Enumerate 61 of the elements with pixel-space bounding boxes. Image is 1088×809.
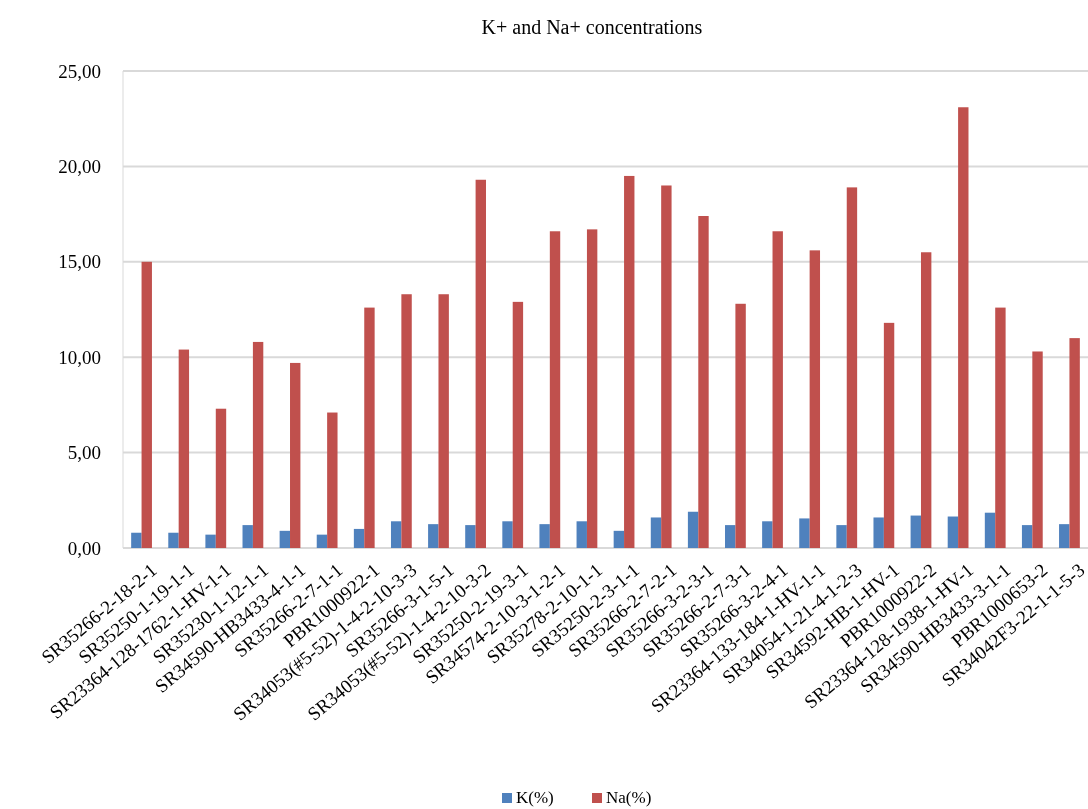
y-tick-label: 5,00 (67, 442, 101, 464)
bar (661, 185, 672, 548)
bar (178, 349, 190, 548)
bar (698, 216, 709, 548)
bar (984, 512, 996, 548)
legend-label: K(%) (516, 788, 554, 807)
bar (910, 515, 921, 548)
bar (1032, 351, 1043, 548)
bar (428, 524, 439, 548)
bar (958, 107, 969, 548)
bar (168, 532, 179, 548)
bar (576, 521, 587, 548)
bar (1069, 338, 1080, 548)
bar (762, 521, 773, 548)
y-tick-label: 15,00 (58, 251, 101, 273)
bar (327, 412, 338, 548)
bar (799, 518, 810, 548)
bar (995, 307, 1006, 548)
bar (205, 534, 216, 548)
bar (1059, 524, 1070, 548)
bar (252, 341, 264, 548)
chart-title: K+ and Na+ concentrations (481, 16, 703, 38)
bar (549, 231, 561, 548)
bar (401, 294, 412, 548)
legend-label: Na(%) (606, 788, 652, 807)
bar (650, 517, 662, 548)
bar (502, 521, 513, 548)
y-tick-label: 10,00 (58, 346, 101, 368)
bar (883, 322, 895, 548)
y-tick-label: 0,00 (67, 537, 101, 559)
bar (465, 525, 476, 548)
bar (947, 516, 959, 548)
bar (846, 187, 858, 548)
bar (290, 362, 301, 548)
bar (141, 261, 152, 548)
bar (836, 525, 847, 548)
bar (809, 250, 821, 548)
bar (873, 517, 884, 548)
bar (390, 521, 402, 548)
y-tick-label: 25,00 (58, 60, 101, 82)
bar (242, 525, 253, 548)
bar (735, 303, 746, 548)
bar (353, 528, 365, 548)
bar (438, 294, 449, 548)
bar (316, 534, 328, 548)
bar (279, 530, 291, 548)
y-tick-label: 20,00 (58, 156, 101, 178)
bar (539, 524, 550, 548)
bar (364, 307, 375, 548)
bar (586, 229, 598, 548)
bar (215, 408, 227, 548)
bar (512, 301, 524, 548)
bar (613, 530, 625, 548)
bar (920, 252, 932, 548)
bar (725, 525, 736, 548)
bar (772, 231, 783, 548)
bar (1021, 525, 1033, 548)
bar (687, 511, 699, 548)
bar (475, 179, 486, 548)
bar (624, 175, 635, 548)
bar (131, 532, 142, 548)
